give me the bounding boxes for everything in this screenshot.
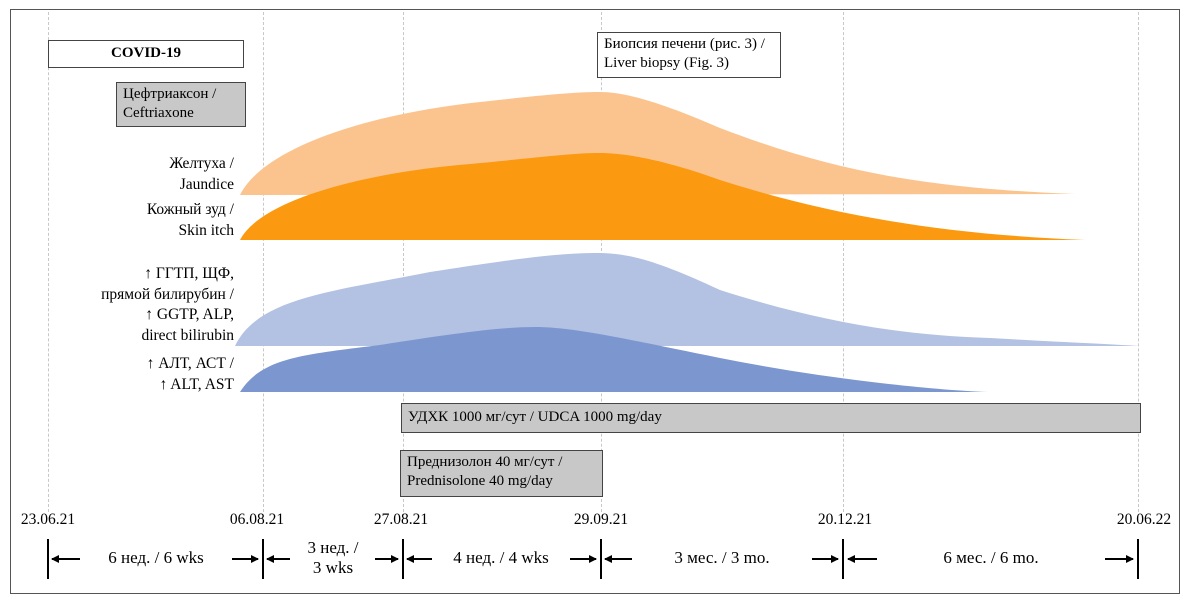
- ggtp-label-line-3: ↑ GGTP, ALP,: [145, 306, 234, 323]
- jaundice-label-en: Jaundice: [179, 175, 234, 193]
- ceftriaxone-box: Цефтриаксон / Ceftriaxone: [116, 82, 246, 127]
- ceftriaxone-line-1: Цефтриаксон /: [123, 86, 217, 102]
- prednisolone-line-1: Преднизолон 40 мг/сут /: [407, 454, 563, 470]
- prednisolone-line-2: Prednisolone 40 mg/day: [407, 473, 553, 489]
- interval-label-3: 4 нед. / 4 wks: [453, 548, 549, 567]
- timeline-tick: [1137, 539, 1139, 579]
- timeline-tick: [47, 539, 49, 579]
- ggtp-label: ↑ ГГТП, ЩФ, прямой билирубин / ↑ GGTP, A…: [101, 264, 234, 346]
- interval-label-2-line-1: 3 нед. /: [307, 538, 359, 557]
- date-guide-line: [403, 12, 404, 512]
- biopsy-line-1: Биопсия печени (рис. 3) /: [604, 36, 765, 52]
- date-label: 20.12.21: [817, 511, 873, 528]
- udca-treatment-bar: УДХК 1000 мг/сут / UDCA 1000 mg/day: [401, 403, 1141, 433]
- skin-itch-label: Кожный зуд / Skin itch: [147, 200, 234, 241]
- ggtp-label-line-2: прямой билирубин /: [101, 285, 234, 303]
- alt-ast-label: ↑ АЛТ, АСТ / ↑ ALT, AST: [147, 354, 234, 395]
- skin-itch-curve: [240, 153, 1085, 240]
- date-label: 29.09.21: [573, 511, 629, 528]
- timeline-tick: [842, 539, 844, 579]
- date-label: 06.08.21: [229, 511, 285, 528]
- covid-box: COVID-19: [48, 40, 244, 68]
- date-guide-line: [263, 12, 264, 512]
- interval-label-4: 3 мес. / 3 mo.: [674, 548, 770, 567]
- jaundice-label: Желтуха / Jaundice: [169, 154, 234, 195]
- date-guide-line: [48, 12, 49, 512]
- timeline-tick: [402, 539, 404, 579]
- date-guide-line: [843, 12, 844, 512]
- interval-label-2-line-2: 3 wks: [312, 558, 354, 577]
- interval-label-5: 6 мес. / 6 mo.: [943, 548, 1039, 567]
- ggtp-label-line-4: direct bilirubin: [141, 326, 234, 344]
- timeline-tick: [262, 539, 264, 579]
- alt-ast-curve: [240, 327, 988, 392]
- skin-itch-label-ru: Кожный зуд /: [146, 201, 234, 218]
- biopsy-box: Биопсия печени (рис. 3) / Liver biopsy (…: [597, 32, 781, 78]
- ggtp-label-line-1: ↑ ГГТП, ЩФ,: [144, 265, 234, 282]
- figure-frame: [10, 9, 1180, 594]
- biopsy-line-2: Liver biopsy (Fig. 3): [604, 55, 729, 71]
- date-label: 23.06.21: [20, 511, 76, 528]
- date-guide-line: [1138, 12, 1139, 512]
- ceftriaxone-line-2: Ceftriaxone: [123, 105, 194, 121]
- date-label: 27.08.21: [373, 511, 429, 528]
- date-label: 20.06.22: [1116, 511, 1172, 528]
- prednisolone-treatment-bar: Преднизолон 40 мг/сут / Prednisolone 40 …: [400, 450, 603, 497]
- interval-label-2: 3 нед. / 3 wks: [292, 538, 374, 578]
- alt-ast-label-line-2: ↑ ALT, AST: [159, 375, 234, 393]
- ggtp-alp-bilirubin-curve: [235, 253, 1140, 346]
- timeline-tick: [600, 539, 602, 579]
- interval-label-1: 6 нед. / 6 wks: [108, 548, 204, 567]
- jaundice-label-ru: Желтуха /: [169, 155, 234, 172]
- skin-itch-label-en: Skin itch: [178, 221, 234, 239]
- alt-ast-label-line-1: ↑ АЛТ, АСТ /: [146, 355, 234, 372]
